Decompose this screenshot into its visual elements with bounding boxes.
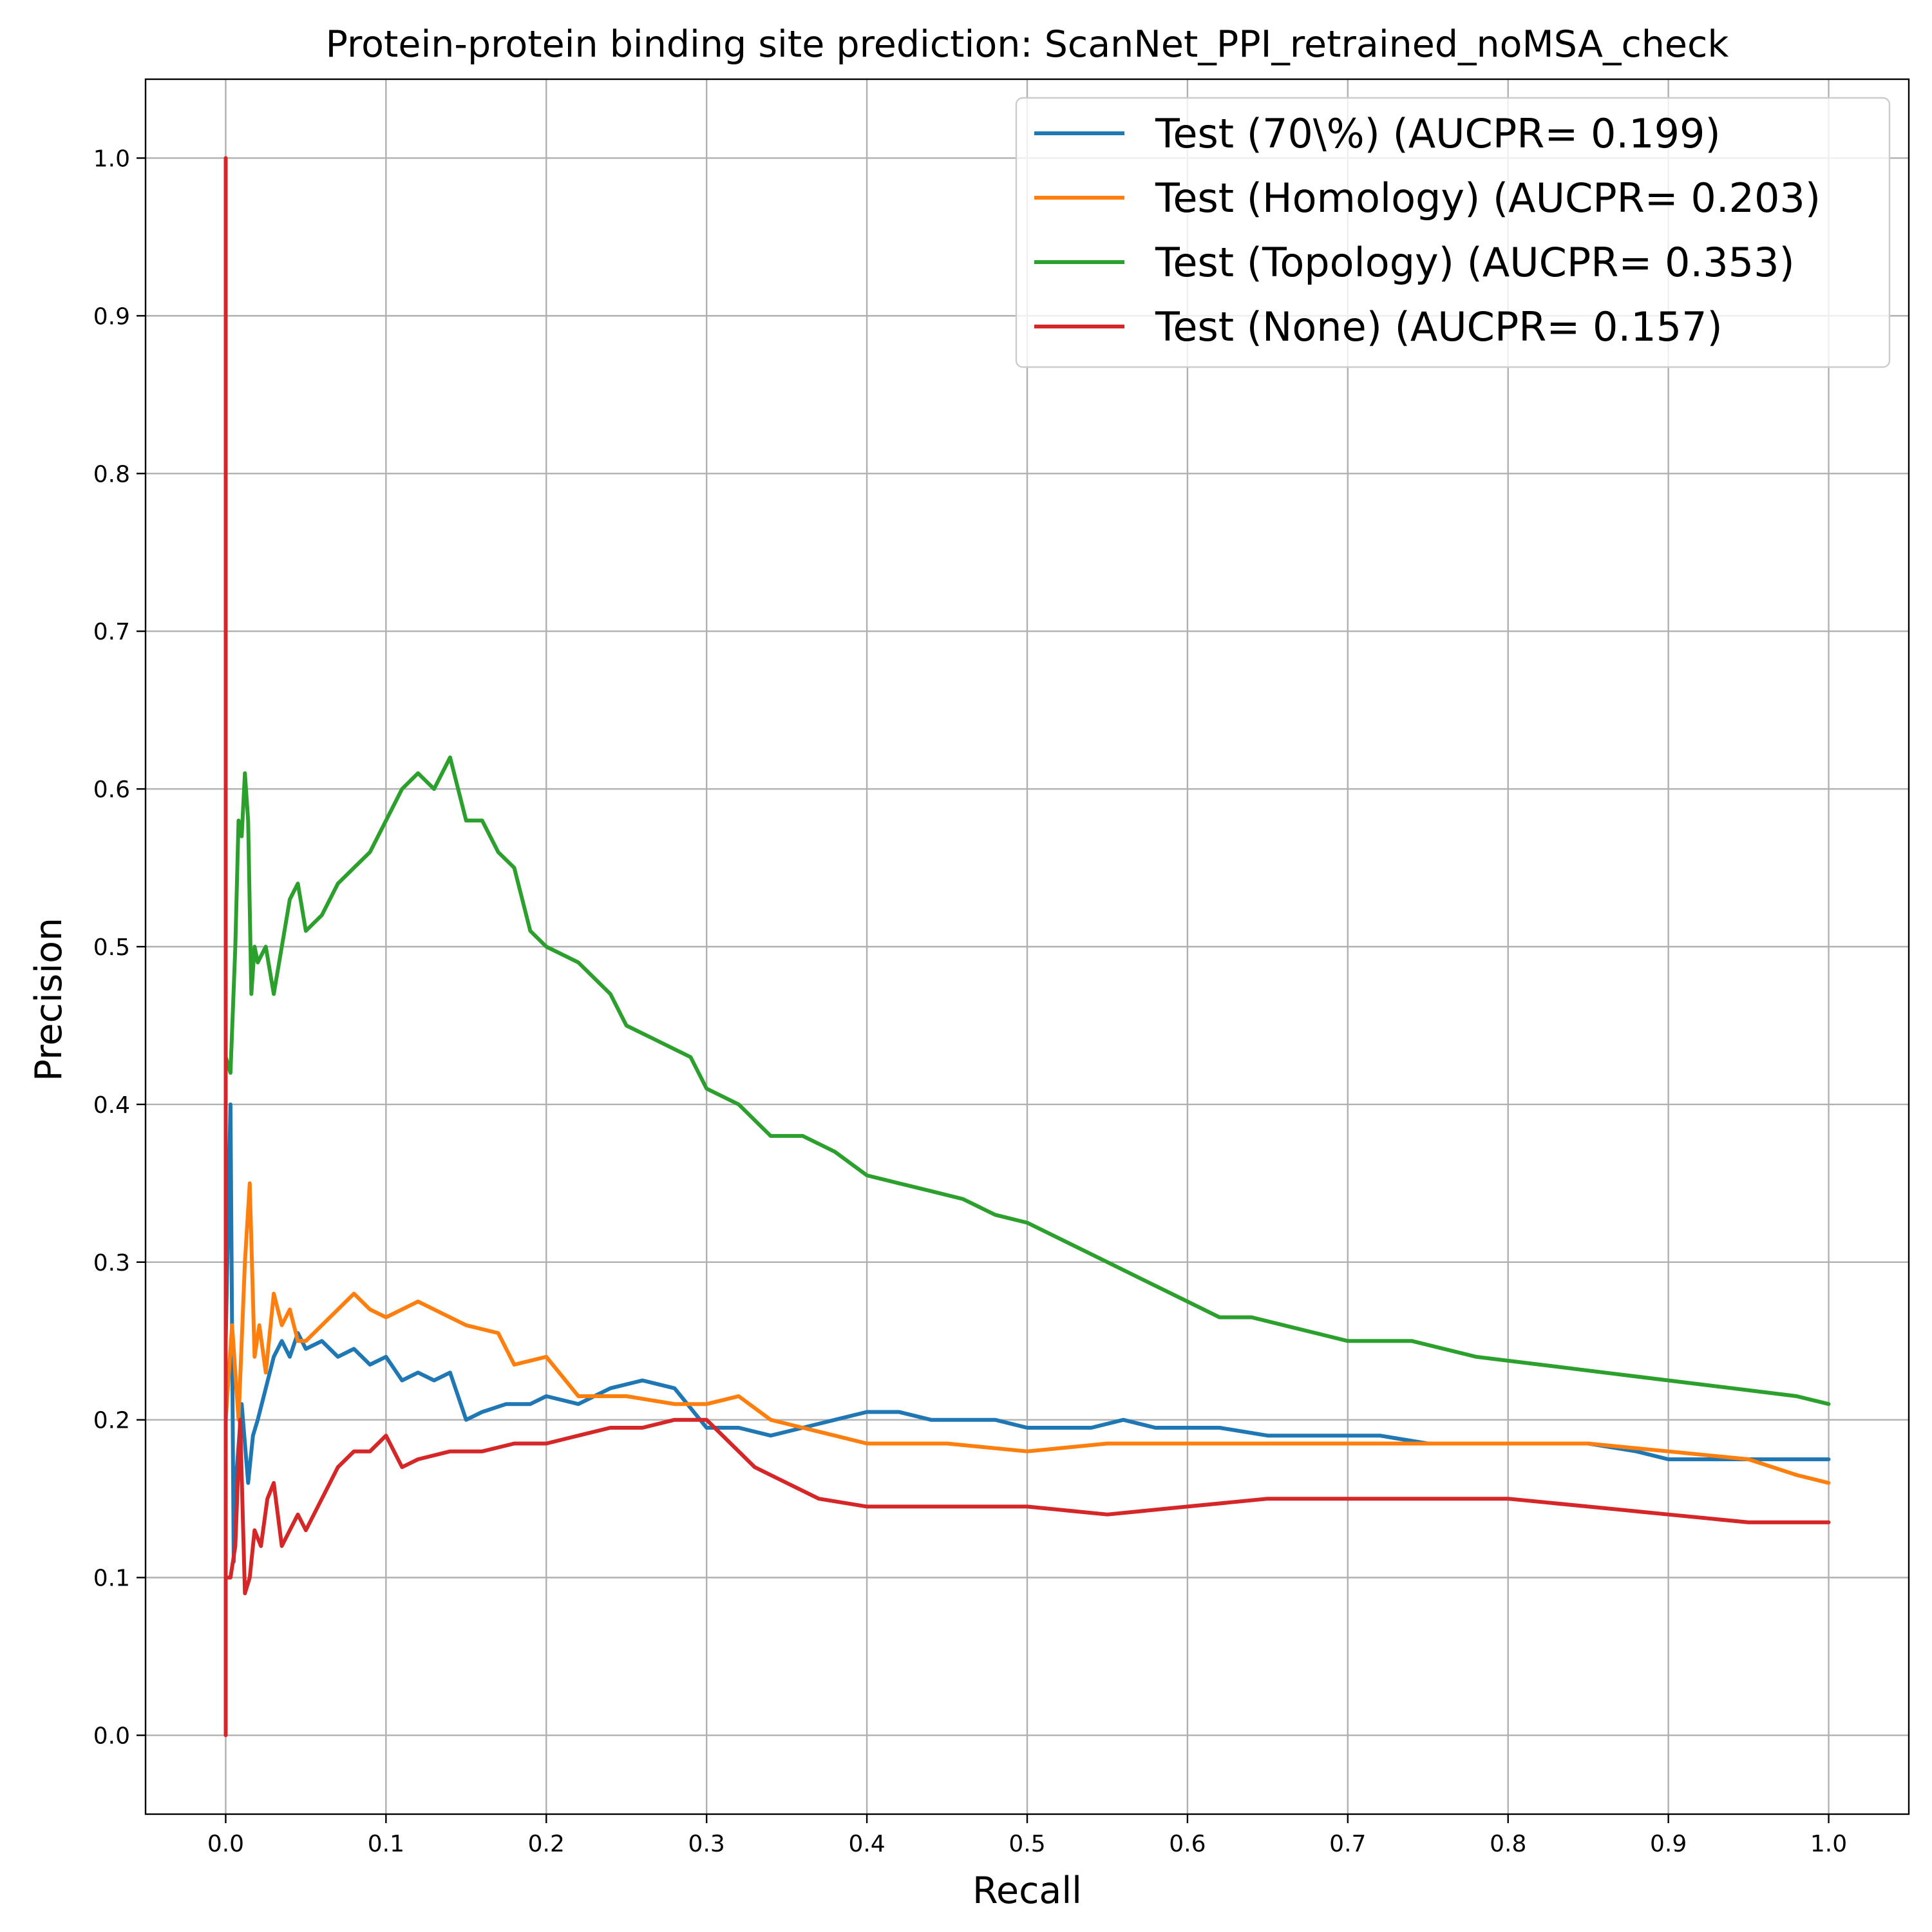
x-tick-label: 0.6 <box>1169 1831 1206 1857</box>
legend-box <box>1015 97 1891 368</box>
x-tick-label: 0.8 <box>1490 1831 1526 1857</box>
x-tick-label: 0.2 <box>528 1831 565 1857</box>
ticks: 0.0 0.1 0.2 0.3 0.4 0.5 0.6 0.7 0.8 0.9 1.0 0.0 0.1 0… <box>93 146 1847 1857</box>
y-tick-label: 0.3 <box>93 1250 130 1276</box>
x-tick-label: 0.7 <box>1329 1831 1366 1857</box>
legend-label: Test (70\%) (AUCPR= 0.199) <box>1155 110 1721 157</box>
y-tick-label: 0.4 <box>93 1092 130 1119</box>
series-line-2 <box>223 755 1831 1406</box>
series-line-1 <box>223 1181 1831 1485</box>
x-tick-label: 0.9 <box>1650 1831 1687 1857</box>
legend-label: Test (Topology) (AUCPR= 0.353) <box>1155 239 1795 286</box>
x-tick-label: 0.1 <box>368 1831 404 1857</box>
y-axis-label: Precision <box>28 918 70 1081</box>
y-tick-label: 0.6 <box>93 777 130 803</box>
x-tick-label: 1.0 <box>1810 1831 1847 1857</box>
series-line-0 <box>223 1102 1831 1564</box>
legend: Test (70\%) (AUCPR= 0.199) Test (Homology… <box>1015 97 1891 368</box>
x-tick-label: 0.5 <box>1009 1831 1045 1857</box>
y-tick-label: 1.0 <box>93 146 130 172</box>
chart-title: Protein-protein binding site prediction:… <box>326 23 1729 66</box>
series-line-3 <box>223 156 1831 1738</box>
series-layer <box>223 156 1831 1738</box>
y-tick-label: 0.0 <box>93 1723 130 1750</box>
x-tick-label: 0.4 <box>848 1831 885 1857</box>
y-tick-label: 0.7 <box>93 619 130 645</box>
y-tick-label: 0.2 <box>93 1408 130 1434</box>
x-axis-label: Recall <box>972 1870 1082 1912</box>
y-tick-label: 0.9 <box>93 303 130 330</box>
legend-label: Test (Homology) (AUCPR= 0.203) <box>1155 175 1821 222</box>
x-tick-label: 0.3 <box>688 1831 725 1857</box>
y-tick-label: 0.8 <box>93 461 130 488</box>
legend-label: Test (None) (AUCPR= 0.157) <box>1155 303 1723 350</box>
y-tick-label: 0.5 <box>93 934 130 961</box>
x-tick-label: 0.0 <box>207 1831 244 1857</box>
y-tick-label: 0.1 <box>93 1566 130 1592</box>
